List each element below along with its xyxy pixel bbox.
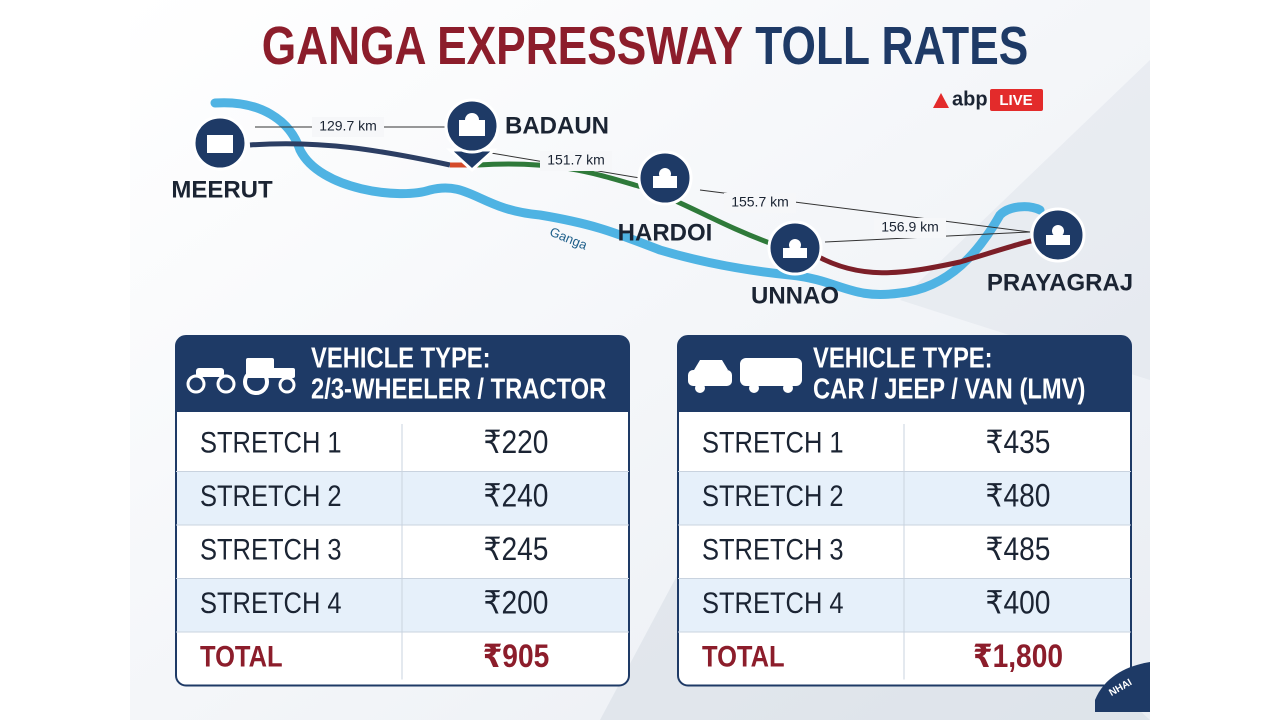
total-label: TOTAL	[702, 640, 785, 673]
total-amount: ₹1,800	[973, 640, 1063, 675]
icon-part	[740, 358, 802, 386]
icon-part	[271, 368, 295, 378]
city-label: HARDOI	[618, 219, 713, 246]
title: GANGA EXPRESSWAY TOLL RATES	[262, 16, 1029, 76]
table-heading: 2/3-WHEELER / TRACTOR	[311, 372, 606, 405]
city-icons	[207, 113, 1070, 258]
icon-part	[216, 374, 236, 394]
stretch-label: STRETCH 2	[200, 479, 342, 512]
table-heading: VEHICLE TYPE:	[813, 341, 993, 374]
toll-table: VEHICLE TYPE:2/3-WHEELER / TRACTOR STRETC…	[175, 335, 630, 687]
icon-part	[695, 383, 705, 393]
stretch-label: STRETCH 4	[200, 586, 342, 619]
stretch-label: STRETCH 1	[702, 426, 844, 459]
toll-tables: VEHICLE TYPE:2/3-WHEELER / TRACTORSTRETC…	[175, 335, 1132, 687]
city-label: PRAYAGRAJ	[987, 269, 1133, 296]
city-label: UNNAO	[751, 282, 839, 309]
river	[210, 98, 1045, 299]
table-heading: CAR / JEEP / VAN (LMV)	[813, 372, 1085, 405]
icon-part	[749, 383, 759, 393]
city-label: BADAUN	[505, 112, 609, 139]
stretch-label: STRETCH 4	[702, 586, 844, 619]
brand-text: abp	[952, 88, 988, 110]
stretch-label: STRETCH 1	[200, 426, 342, 459]
total-amount: ₹905	[483, 640, 550, 675]
icon-part	[694, 360, 728, 370]
toll-amount: ₹220	[484, 426, 549, 461]
table-heading: VEHICLE TYPE:	[311, 341, 491, 374]
icon-part	[688, 370, 732, 386]
icon-part	[243, 369, 269, 395]
table-header	[678, 336, 1131, 412]
distance-label: 155.7 km	[731, 194, 789, 210]
vehicle-icons	[688, 358, 802, 393]
icon-part	[196, 368, 224, 377]
toll-amount: ₹400	[986, 586, 1051, 621]
toll-amount: ₹485	[986, 533, 1051, 568]
route	[813, 235, 1046, 276]
toll-amount: ₹240	[484, 479, 549, 514]
brand-badge: LIVE	[999, 92, 1032, 109]
city-label: MEERUT	[171, 176, 273, 203]
stretch-label: STRETCH 3	[702, 533, 844, 566]
distance-label: 151.7 km	[547, 152, 605, 168]
icon-part	[783, 383, 793, 393]
icon-part	[186, 374, 206, 394]
vehicle-icons	[186, 358, 296, 395]
stretch-label: STRETCH 3	[200, 533, 342, 566]
distance-label: 156.9 km	[881, 219, 939, 235]
title-part: TOLL RATES	[755, 16, 1028, 76]
toll-amount: ₹435	[986, 426, 1051, 461]
title-part: GANGA EXPRESSWAY	[262, 16, 743, 76]
route	[249, 141, 451, 168]
toll-amount: ₹200	[484, 586, 549, 621]
stretch-label: STRETCH 2	[702, 479, 844, 512]
brand-logo: abp LIVE	[933, 88, 1043, 111]
total-label: TOTAL	[200, 640, 283, 673]
distance-label: 129.7 km	[319, 118, 377, 134]
toll-table: VEHICLE TYPE:CAR / JEEP / VAN (LMV) STRET…	[677, 335, 1132, 687]
toll-amount: ₹245	[484, 533, 549, 568]
toll-amount: ₹480	[986, 479, 1051, 514]
nhai-logo: NHAI	[1095, 662, 1150, 712]
